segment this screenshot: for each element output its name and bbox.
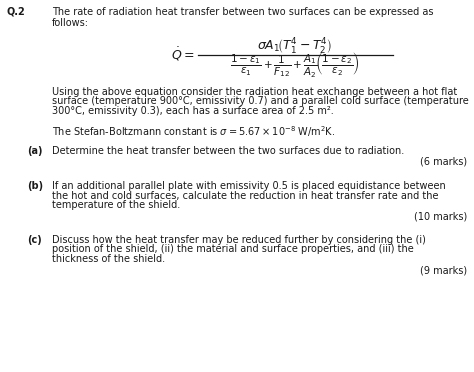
Text: $\dot{Q}=$: $\dot{Q}=$ — [172, 46, 195, 63]
Text: If an additional parallel plate with emissivity 0.5 is placed equidistance betwe: If an additional parallel plate with emi… — [52, 181, 446, 191]
Text: $\sigma A_1\!\left(T_1^4-T_2^4\right)$: $\sigma A_1\!\left(T_1^4-T_2^4\right)$ — [257, 37, 333, 57]
Text: temperature of the shield.: temperature of the shield. — [52, 200, 180, 210]
Text: $\dfrac{1-\varepsilon_1}{\varepsilon_1}+\dfrac{1}{F_{12}}+\dfrac{A_1}{A_2}\!\lef: $\dfrac{1-\varepsilon_1}{\varepsilon_1}+… — [230, 51, 360, 80]
Text: (9 marks): (9 marks) — [420, 266, 467, 276]
Text: (6 marks): (6 marks) — [420, 156, 467, 166]
Text: Using the above equation consider the radiation heat exchange between a hot flat: Using the above equation consider the ra… — [52, 87, 457, 97]
Text: surface (temperature 900°C, emissivity 0.7) and a parallel cold surface (tempera: surface (temperature 900°C, emissivity 0… — [52, 96, 469, 106]
Text: (b): (b) — [27, 181, 43, 191]
Text: (a): (a) — [27, 147, 43, 157]
Text: The rate of radiation heat transfer between two surfaces can be expressed as: The rate of radiation heat transfer betw… — [52, 7, 434, 17]
Text: Discuss how the heat transfer may be reduced further by considering the (i): Discuss how the heat transfer may be red… — [52, 235, 426, 245]
Text: thickness of the shield.: thickness of the shield. — [52, 254, 165, 264]
Text: Determine the heat transfer between the two surfaces due to radiation.: Determine the heat transfer between the … — [52, 147, 404, 157]
Text: (10 marks): (10 marks) — [414, 212, 467, 221]
Text: (c): (c) — [27, 235, 42, 245]
Text: position of the shield, (ii) the material and surface properties, and (iii) the: position of the shield, (ii) the materia… — [52, 244, 414, 254]
Text: Q.2: Q.2 — [7, 7, 26, 17]
Text: follows:: follows: — [52, 18, 89, 28]
Text: The Stefan-Boltzmann constant is $\sigma = 5.67\times10^{-8}$ W/m$^2$K.: The Stefan-Boltzmann constant is $\sigma… — [52, 125, 335, 139]
Text: the hot and cold surfaces, calculate the reduction in heat transfer rate and the: the hot and cold surfaces, calculate the… — [52, 190, 438, 201]
Text: 300°C, emissivity 0.3), each has a surface area of 2.5 m².: 300°C, emissivity 0.3), each has a surfa… — [52, 106, 334, 116]
